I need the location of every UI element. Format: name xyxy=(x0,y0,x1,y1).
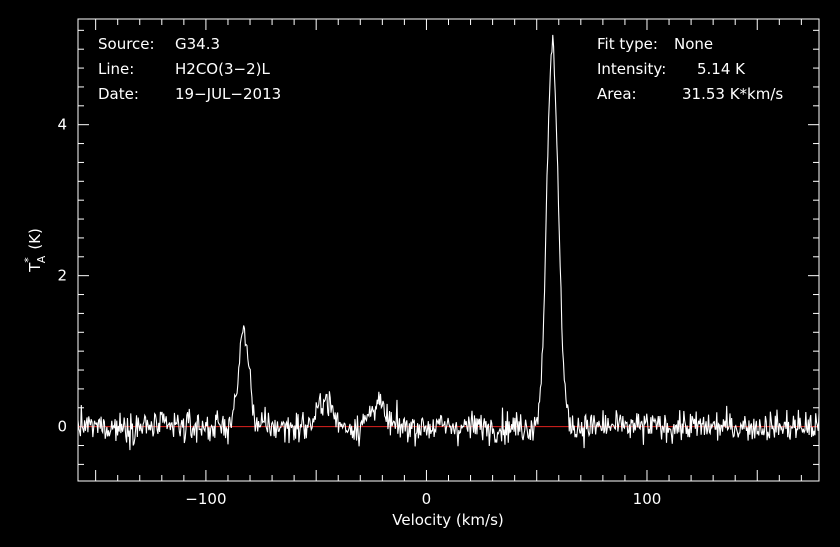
axis-ticks xyxy=(78,19,819,481)
fit-type-row: Fit type: None xyxy=(597,32,783,57)
intensity-row: Intensity: 5.14 K xyxy=(597,57,783,82)
header-info-right: Fit type: None Intensity: 5.14 K Area: 31.5… xyxy=(597,32,783,107)
source-key: Source: xyxy=(98,35,155,53)
y-axis-label-unit: (K) xyxy=(26,228,44,250)
line-key: Line: xyxy=(98,60,135,78)
line-value: H2CO(3−2)L xyxy=(175,60,270,78)
y-axis-label-sub: A xyxy=(35,255,48,263)
intensity-key: Intensity: xyxy=(597,60,667,78)
fit-type-key: Fit type: xyxy=(597,35,658,53)
spectrum-series-line xyxy=(77,34,820,451)
y-axis-label-sup: * xyxy=(22,257,35,263)
source-row: Source: G34.3 xyxy=(98,32,281,57)
x-axis-label: Velocity (km/s) xyxy=(392,511,503,529)
x-tick-label: 0 xyxy=(422,490,432,508)
y-axis-label-main: T xyxy=(26,262,44,273)
x-tick-label: 100 xyxy=(633,490,662,508)
x-tick-label: −100 xyxy=(185,490,226,508)
y-tick-label: 4 xyxy=(57,116,67,134)
intensity-value: 5.14 K xyxy=(697,60,746,78)
area-key: Area: xyxy=(597,85,637,103)
svg-text:T*A(K): T*A (K) xyxy=(22,228,48,273)
y-axis-label: T*A (K) xyxy=(22,228,48,273)
fit-type-value: None xyxy=(674,35,714,53)
y-tick-label: 0 xyxy=(57,418,67,436)
axis-tick-labels: −100 0 100 0 2 4 xyxy=(57,116,661,508)
date-row: Date: 19−JUL−2013 xyxy=(98,82,281,107)
date-value: 19−JUL−2013 xyxy=(175,85,282,103)
line-row: Line: H2CO(3−2)L xyxy=(98,57,281,82)
area-value: 31.53 K*km/s xyxy=(682,85,784,103)
date-key: Date: xyxy=(98,85,139,103)
y-tick-label: 2 xyxy=(57,267,67,285)
source-value: G34.3 xyxy=(175,35,221,53)
area-row: Area: 31.53 K*km/s xyxy=(597,82,783,107)
header-info-left: Source: G34.3 Line: H2CO(3−2)L Date: 19−JUL… xyxy=(98,32,281,107)
